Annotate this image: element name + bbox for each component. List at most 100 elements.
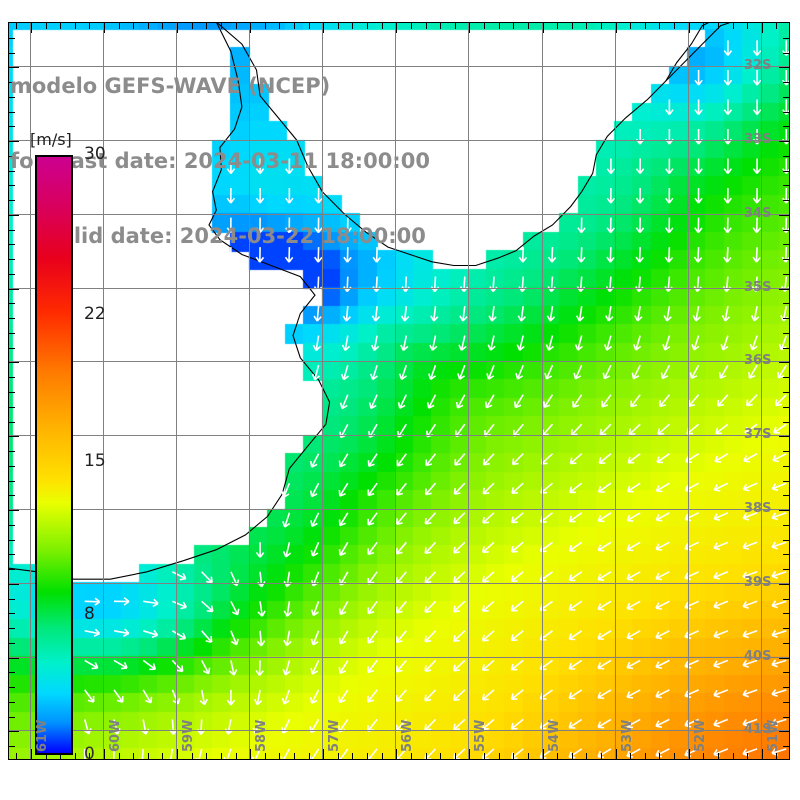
wind-arrow: [400, 306, 410, 322]
wind-arrow: [309, 453, 320, 468]
wind-arrow: [253, 689, 263, 706]
wind-arrow: [310, 630, 320, 646]
lat-label-33S: 33S: [744, 132, 772, 148]
wind-arrow: [367, 600, 378, 615]
graticule-meridian-61W: [30, 22, 31, 760]
graticule-parallel-36S: [8, 361, 790, 362]
wind-arrow: [662, 335, 671, 351]
colorbar-tick-8: 8: [84, 604, 95, 625]
wind-arrow: [280, 748, 291, 760]
wind-arrow: [339, 394, 349, 410]
graticule-parallel-35S: [8, 288, 790, 289]
wind-arrow: [655, 659, 670, 669]
wind-arrow: [597, 748, 612, 759]
wind-arrow: [372, 276, 381, 293]
wind-arrow: [606, 158, 616, 174]
wind-arrow: [338, 541, 349, 556]
coastline-lagoa-dos-patos: [665, 22, 710, 82]
wind-arrow: [752, 187, 762, 204]
wind-arrow: [782, 158, 790, 174]
wind-arrow: [568, 689, 583, 700]
wind-arrow: [453, 659, 466, 672]
wind-arrow: [226, 158, 236, 174]
wind-arrow: [113, 597, 130, 606]
wind-arrow: [429, 335, 438, 351]
wind-arrow: [713, 600, 729, 610]
wind-arrow: [606, 247, 615, 263]
wind-arrow: [742, 689, 758, 698]
wind-arrow: [626, 748, 641, 758]
wind-arrow: [396, 453, 407, 467]
wind-arrow: [255, 247, 265, 263]
wind-arrow: [201, 571, 213, 584]
wind-arrow: [424, 512, 437, 525]
wind-arrow: [713, 571, 729, 580]
wind-arrow: [748, 364, 758, 379]
wind-arrow: [113, 659, 128, 670]
wind-arrow: [691, 335, 700, 351]
wind-arrow: [401, 276, 410, 293]
wind-arrow: [713, 541, 729, 551]
wind-arrow: [338, 659, 349, 674]
lon-label-52W: 52W: [692, 719, 708, 752]
wind-arrow: [568, 748, 583, 759]
wind-arrow: [543, 394, 554, 409]
wind-arrow: [684, 689, 699, 699]
wind-arrow: [172, 571, 187, 581]
lon-label-58W: 58W: [254, 719, 270, 752]
wind-arrow: [771, 689, 787, 698]
wind-arrow: [694, 99, 703, 115]
wind-arrow: [424, 482, 437, 496]
wind-arrow: [742, 630, 758, 639]
wind-arrow: [200, 660, 211, 675]
wind-arrow: [752, 70, 762, 86]
graticule-parallel-34S: [8, 214, 790, 215]
wind-arrow: [138, 748, 147, 760]
wind-arrow: [743, 452, 758, 463]
wind-arrow: [720, 335, 729, 351]
wind-arrow: [597, 659, 612, 670]
wind-arrow: [714, 453, 729, 463]
wind-arrow: [510, 689, 524, 700]
wind-arrow: [577, 217, 586, 234]
wind-arrow: [343, 217, 352, 234]
wind-arrow: [518, 276, 527, 293]
wind-arrow: [338, 600, 349, 616]
wind-arrow: [773, 423, 787, 434]
wind-arrow: [282, 660, 291, 676]
wind-arrow: [338, 453, 349, 468]
wind-arrow: [515, 364, 524, 380]
wind-arrow: [113, 628, 130, 637]
wind-arrow: [568, 512, 583, 523]
wind-arrow: [201, 600, 214, 613]
wind-arrow: [485, 394, 495, 409]
wind-arrow: [597, 689, 612, 700]
wind-arrow: [780, 305, 789, 322]
wind-arrow: [723, 158, 733, 174]
wind-arrow: [626, 482, 641, 493]
wind-arrow: [655, 541, 670, 551]
wind-arrow: [83, 719, 92, 735]
wind-arrow: [398, 364, 408, 381]
wind-arrow: [224, 719, 234, 735]
lat-label-36S: 36S: [744, 353, 772, 369]
wind-arrow: [453, 718, 466, 731]
wind-arrow: [568, 600, 583, 611]
lat-label-38S: 38S: [744, 501, 772, 517]
wind-arrow: [694, 217, 703, 234]
wind-arrow: [281, 482, 291, 498]
wind-arrow: [510, 718, 524, 730]
wind-arrow: [635, 187, 645, 204]
wind-arrow: [635, 247, 644, 263]
graticule-meridian-52W: [688, 22, 689, 760]
wind-arrow: [338, 512, 349, 527]
wind-arrow: [255, 158, 265, 174]
lat-label-32S: 32S: [744, 58, 772, 74]
wind-arrow: [284, 247, 294, 263]
wind-arrow: [742, 748, 758, 757]
wind-arrow: [569, 482, 583, 494]
wind-arrow: [424, 748, 437, 760]
wind-arrow: [576, 276, 586, 293]
wind-arrow: [396, 512, 407, 526]
wind-arrow: [367, 659, 378, 674]
